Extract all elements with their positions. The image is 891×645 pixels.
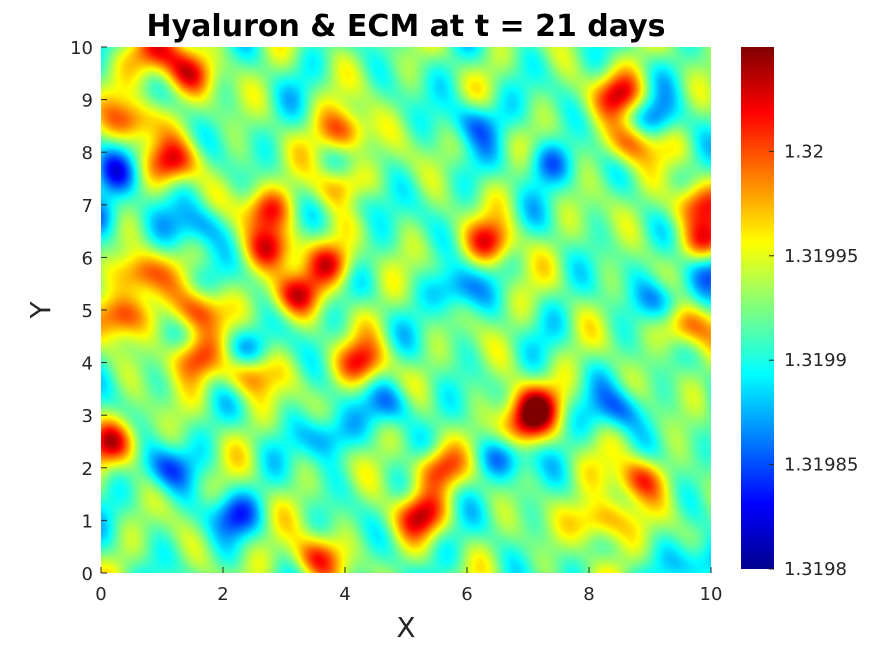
- y-tick-label: 10: [70, 38, 93, 59]
- colorbar: [741, 47, 774, 569]
- x-tick-label: 4: [339, 584, 350, 605]
- y-tick-label: 3: [82, 406, 93, 427]
- colorbar-tick-label: 1.32: [784, 141, 824, 162]
- colorbar-tick-label: 1.31985: [784, 455, 858, 476]
- colorbar-ticks: 1.3198 1.31985 1.3199 1.31995 1.32: [769, 141, 858, 580]
- y-tick-label: 5: [82, 301, 93, 322]
- y-tick-label: 1: [82, 511, 93, 532]
- colorbar-tick-label: 1.31995: [784, 246, 858, 267]
- y-tick-label: 4: [82, 354, 93, 375]
- y-axis-ticks: 0 1 2 3 4 5 6 7 8 9 10: [70, 38, 107, 585]
- heatmap-canvas: [101, 47, 711, 573]
- y-tick-label: 7: [82, 196, 93, 217]
- x-axis-label: X: [396, 611, 415, 644]
- colorbar-tick-label: 1.3199: [784, 350, 847, 371]
- heatmap-plot-area: [101, 47, 711, 573]
- x-tick-label: 2: [217, 584, 228, 605]
- y-tick-label: 9: [82, 91, 93, 112]
- x-tick-label: 8: [583, 584, 594, 605]
- y-tick-label: 2: [82, 459, 93, 480]
- x-axis-ticks: 0 2 4 6 8 10: [95, 567, 722, 605]
- x-tick-label: 6: [461, 584, 472, 605]
- y-tick-label: 6: [82, 248, 93, 269]
- y-tick-label: 0: [82, 564, 93, 585]
- chart-title: Hyaluron & ECM at t = 21 days: [147, 9, 666, 44]
- x-tick-label: 10: [700, 584, 723, 605]
- colorbar-tick-label: 1.3198: [784, 559, 847, 580]
- y-tick-label: 8: [82, 143, 93, 164]
- x-tick-label: 0: [95, 584, 106, 605]
- y-axis-label: Y: [24, 301, 57, 320]
